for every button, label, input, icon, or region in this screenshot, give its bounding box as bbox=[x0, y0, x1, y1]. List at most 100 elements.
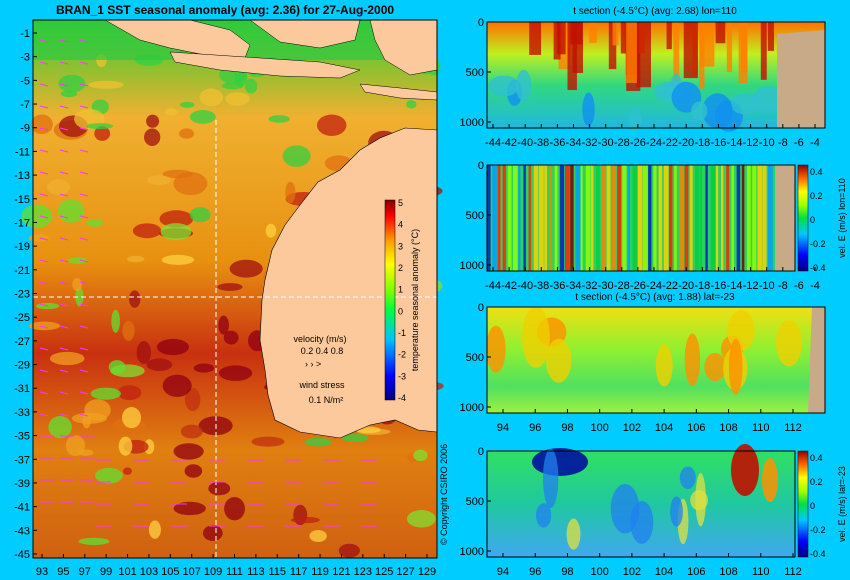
wind-arrow bbox=[59, 193, 69, 197]
map-lat-tick-label: -33 bbox=[14, 407, 30, 419]
panel1-cold-patch bbox=[582, 92, 595, 127]
panel1-plume bbox=[636, 22, 651, 88]
sst-eddy bbox=[78, 537, 110, 545]
panel3-x-tick-label: 108 bbox=[719, 422, 737, 434]
panel4-colorbar-ticks: 0.4 0.2 0 -0.2 -0.4 bbox=[810, 453, 826, 559]
wind-arrow bbox=[79, 61, 89, 65]
sst-eddy bbox=[173, 443, 204, 460]
sst-eddy bbox=[111, 309, 120, 333]
panel4-patch bbox=[679, 466, 696, 490]
map-lat-ticks: -1 -3 -5 -7 -9 -11 -13 -15 -17 -19 -21 -23 -25 -27 -29… bbox=[14, 28, 37, 561]
panel3-plume bbox=[486, 325, 506, 373]
sst-eddy bbox=[406, 99, 417, 109]
panel2-stripe bbox=[757, 165, 763, 271]
panel2-x-tick-label: -24 bbox=[646, 280, 662, 292]
wind-arrow bbox=[59, 325, 69, 329]
sst-eddy bbox=[413, 449, 428, 462]
panel4-x-tick-label: 110 bbox=[752, 566, 770, 578]
sst-eddy bbox=[94, 126, 111, 141]
map-lon-tick-label: 109 bbox=[204, 566, 222, 578]
panel2-x-tick-label: -40 bbox=[517, 280, 533, 292]
map-lat-tick-label: -27 bbox=[14, 336, 30, 348]
panel2-x-tick-label: -38 bbox=[533, 280, 549, 292]
sst-eddy bbox=[304, 437, 332, 447]
panel2-colorbar-tick-label: 0 bbox=[810, 215, 815, 225]
sst-eddy bbox=[173, 501, 206, 516]
panel2-colorbar-tick-label: -0.2 bbox=[810, 239, 826, 249]
sst-eddy bbox=[162, 374, 192, 397]
wind-arrow bbox=[79, 127, 89, 131]
wind-arrow bbox=[79, 413, 89, 417]
sst-eddy bbox=[90, 387, 121, 400]
sst-eddy bbox=[406, 510, 436, 528]
panel4-y-tick-label: 1000 bbox=[460, 546, 484, 558]
panel2-stripe bbox=[700, 165, 703, 271]
panel2-x-tick-label: -18 bbox=[694, 280, 710, 292]
sst-eddy bbox=[75, 286, 84, 307]
panel3-plume bbox=[684, 333, 701, 387]
panel2-stripe bbox=[528, 165, 531, 271]
legend-wind-title: wind stress bbox=[298, 380, 345, 390]
panel1-plume bbox=[608, 22, 617, 70]
sst-eddy bbox=[118, 436, 133, 456]
sst-eddy bbox=[208, 481, 231, 496]
panel2-stripe bbox=[669, 165, 673, 271]
panel2-y-tick-label: 0 bbox=[478, 160, 484, 172]
panel1-x-tick-label: -42 bbox=[501, 137, 517, 149]
panel1-plume bbox=[715, 22, 726, 44]
sst-eddy bbox=[159, 210, 194, 228]
panel2-stripe bbox=[565, 165, 570, 271]
legend-velocity-title: velocity (m/s) bbox=[293, 334, 346, 344]
wind-arrow bbox=[79, 237, 89, 241]
sst-eddy bbox=[189, 110, 216, 124]
panel1-x-tick-label: -16 bbox=[710, 137, 726, 149]
sst-eddy bbox=[202, 525, 223, 542]
sst-eddy bbox=[30, 114, 53, 135]
sst-eddy bbox=[341, 434, 369, 442]
panel1-plume bbox=[612, 22, 619, 46]
panel1-x-tick-label: -30 bbox=[598, 137, 614, 149]
panel4-y-ticks: 0 500 1000 bbox=[460, 446, 491, 558]
panel1-cold-patch bbox=[516, 69, 532, 102]
panel4-patch bbox=[670, 496, 683, 527]
map-lon-tick-label: 125 bbox=[375, 566, 393, 578]
wind-arrow bbox=[39, 39, 49, 43]
sst-eddy bbox=[72, 277, 83, 292]
panel3-y-tick-label: 500 bbox=[466, 352, 484, 364]
panel2-stripe bbox=[570, 165, 574, 271]
sst-eddy bbox=[316, 114, 347, 136]
panel2-stripe bbox=[658, 165, 663, 271]
sst-colorbar-tick-label: 2 bbox=[398, 263, 403, 273]
panel4-colorbar-tick-label: 0.4 bbox=[810, 453, 823, 463]
sst-colorbar-tick-label: -4 bbox=[398, 393, 406, 403]
sst-eddy bbox=[65, 435, 86, 457]
panel3-x-tick-label: 98 bbox=[561, 422, 573, 434]
panel3-y-tick-label: 0 bbox=[478, 302, 484, 314]
wind-arrow bbox=[59, 215, 69, 219]
sst-eddy bbox=[193, 363, 215, 373]
sst-eddy bbox=[58, 74, 86, 93]
sst-eddy bbox=[189, 206, 211, 223]
panel2-stripe bbox=[575, 165, 581, 271]
panel3-x-tick-label: 110 bbox=[752, 422, 770, 434]
sst-eddy bbox=[86, 123, 114, 130]
panel3-plume bbox=[775, 319, 803, 367]
sst-eddy bbox=[184, 387, 201, 412]
panel2-stripe bbox=[632, 165, 637, 271]
sst-colorbar-label: temperature seasonal anomaly (°C) bbox=[410, 229, 420, 371]
panel2-y-tick-label: 1000 bbox=[460, 260, 484, 272]
legend-wind-value: 0.1 N/m² bbox=[309, 395, 344, 405]
sst-eddy bbox=[265, 223, 277, 238]
panel4-x-tick-label: 94 bbox=[497, 566, 509, 578]
sst-map: -1-3-5-7-9-11-13-15-17-19-21-23-25-27-29… bbox=[14, 19, 444, 578]
wind-arrow bbox=[59, 369, 69, 373]
wind-arrow bbox=[59, 105, 69, 109]
panel1-cold-patch bbox=[752, 86, 784, 114]
sst-eddy bbox=[146, 114, 160, 128]
sst-eddy bbox=[146, 175, 171, 186]
panel1-x-tick-label: -34 bbox=[566, 137, 582, 149]
sst-eddy bbox=[21, 204, 53, 229]
map-lon-tick-label: 95 bbox=[57, 566, 69, 578]
sst-eddy bbox=[282, 145, 311, 167]
